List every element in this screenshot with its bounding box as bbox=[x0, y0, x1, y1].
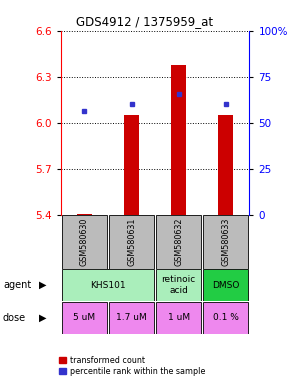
Text: GDS4912 / 1375959_at: GDS4912 / 1375959_at bbox=[77, 15, 213, 28]
Text: 1.7 uM: 1.7 uM bbox=[116, 313, 147, 322]
Bar bbox=[171, 65, 186, 215]
FancyBboxPatch shape bbox=[156, 301, 201, 334]
Text: DMSO: DMSO bbox=[212, 281, 240, 290]
FancyBboxPatch shape bbox=[62, 301, 107, 334]
FancyBboxPatch shape bbox=[156, 269, 201, 301]
Text: ▶: ▶ bbox=[39, 313, 47, 323]
Text: GSM580633: GSM580633 bbox=[221, 218, 230, 266]
FancyBboxPatch shape bbox=[203, 215, 249, 268]
Legend: transformed count, percentile rank within the sample: transformed count, percentile rank withi… bbox=[59, 356, 205, 376]
Text: 0.1 %: 0.1 % bbox=[213, 313, 239, 322]
FancyBboxPatch shape bbox=[62, 215, 107, 268]
Text: GSM580630: GSM580630 bbox=[80, 218, 89, 266]
Bar bbox=[218, 115, 233, 215]
FancyBboxPatch shape bbox=[203, 301, 249, 334]
FancyBboxPatch shape bbox=[156, 215, 201, 268]
Text: agent: agent bbox=[3, 280, 31, 290]
FancyBboxPatch shape bbox=[109, 301, 154, 334]
Text: 1 uM: 1 uM bbox=[168, 313, 190, 322]
Text: KHS101: KHS101 bbox=[90, 281, 126, 290]
Text: ▶: ▶ bbox=[39, 280, 47, 290]
Text: GSM580632: GSM580632 bbox=[174, 218, 183, 266]
Text: retinoic
acid: retinoic acid bbox=[162, 275, 196, 295]
FancyBboxPatch shape bbox=[203, 269, 249, 301]
Bar bbox=[124, 115, 139, 215]
FancyBboxPatch shape bbox=[109, 215, 154, 268]
Text: dose: dose bbox=[3, 313, 26, 323]
FancyBboxPatch shape bbox=[62, 269, 154, 301]
Text: 5 uM: 5 uM bbox=[73, 313, 95, 322]
Bar bbox=[77, 214, 92, 215]
Text: GSM580631: GSM580631 bbox=[127, 218, 136, 266]
